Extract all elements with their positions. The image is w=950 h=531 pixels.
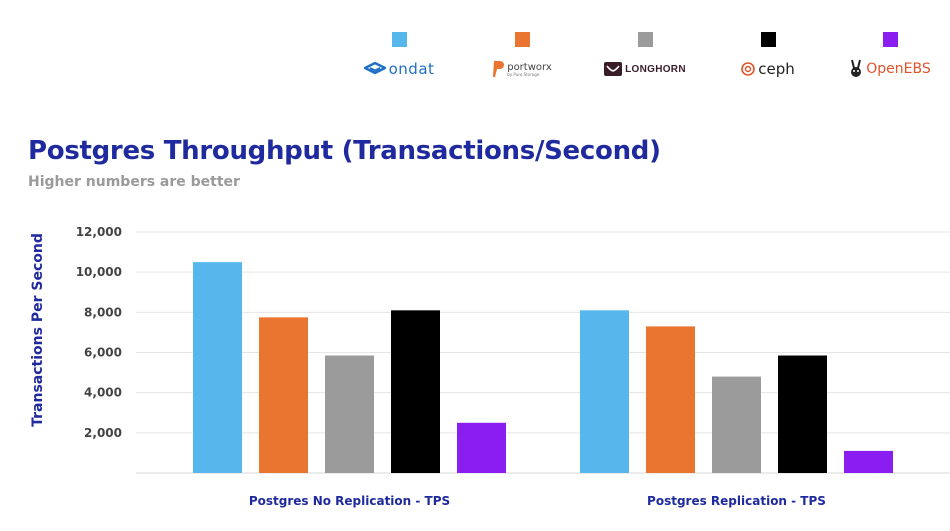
ceph-logo: ceph	[713, 58, 823, 80]
legend-label-longhorn: LONGHORN	[625, 64, 686, 75]
gridlines	[136, 231, 950, 474]
ceph-logo-icon	[741, 62, 756, 76]
legend-swatch-ceph	[760, 32, 776, 47]
x-category-label: Postgres Replication - TPS	[647, 494, 826, 508]
portworx-logo: portworx by Pure Storage	[467, 58, 577, 80]
bar-portworx-no-replication	[259, 317, 308, 473]
y-axis-title: Transactions Per Second	[30, 233, 46, 427]
ondat-logo: ondat	[344, 58, 454, 80]
legend-item-openebs: OpenEBS	[835, 30, 945, 90]
bars	[193, 262, 893, 473]
legend-label-ondat: ondat	[389, 60, 435, 78]
y-tick-label: 2,000	[84, 426, 122, 440]
legend-swatch-longhorn	[637, 32, 653, 47]
bar-ceph-replication	[778, 355, 827, 473]
openebs-logo: OpenEBS	[835, 58, 945, 80]
longhorn-logo: LONGHORN	[590, 58, 700, 80]
bar-openebs-no-replication	[457, 422, 506, 473]
legend-label-text: ondat	[388, 60, 435, 78]
legend-sublabel: by Pure Storage	[507, 71, 540, 77]
bar-openebs-replication	[844, 450, 893, 473]
chart-legend: ondat portworx by Pure Storage LONGHORN ceph…	[0, 0, 950, 90]
legend-item-longhorn: LONGHORN	[590, 30, 700, 90]
legend-label-openebs: OpenEBS	[866, 61, 930, 77]
legend-label-text: LONGHORN	[625, 63, 686, 75]
legend-label-text: portworx	[507, 61, 552, 73]
legend-swatch-openebs	[882, 32, 898, 47]
y-tick-label: 8,000	[84, 305, 122, 319]
bar-chart: 2,000 4,000 6,000 8,000 10,000 12,000 Postgres…	[30, 225, 950, 508]
legend-label-ceph: ceph	[758, 60, 795, 78]
portworx-logo-icon	[492, 59, 505, 79]
legend-label-portworx: portworx by Pure Storage	[507, 62, 552, 77]
bar-ondat-no-replication	[193, 262, 242, 473]
ondat-logo-icon	[363, 62, 386, 76]
y-tick-label: 12,000	[76, 225, 122, 239]
chart-subtitle: Higher numbers are better	[28, 174, 240, 190]
legend-swatch-portworx	[514, 32, 530, 47]
chart-title: Postgres Throughput (Transactions/Second…	[28, 136, 661, 166]
y-tick-label: 10,000	[76, 265, 122, 279]
bar-ceph-no-replication	[391, 310, 440, 473]
axis-labels: 2,000 4,000 6,000 8,000 10,000 12,000 Postgres…	[76, 225, 826, 508]
openebs-logo-icon	[849, 59, 863, 79]
bar-ondat-replication	[580, 310, 629, 473]
legend-swatch-ondat	[391, 32, 407, 47]
bar-portworx-replication	[646, 326, 695, 473]
y-tick-label: 4,000	[84, 386, 122, 400]
legend-item-portworx: portworx by Pure Storage	[467, 30, 577, 90]
y-tick-label: 6,000	[84, 346, 122, 360]
bar-longhorn-no-replication	[325, 355, 374, 473]
x-category-label: Postgres No Replication - TPS	[249, 494, 450, 508]
legend-item-ondat: ondat	[344, 30, 454, 90]
legend-label-text: ceph	[758, 60, 795, 78]
legend-item-ceph: ceph	[713, 30, 823, 90]
bar-longhorn-replication	[712, 376, 761, 473]
legend-label-text: OpenEBS	[866, 61, 931, 77]
longhorn-logo-icon	[604, 62, 623, 76]
